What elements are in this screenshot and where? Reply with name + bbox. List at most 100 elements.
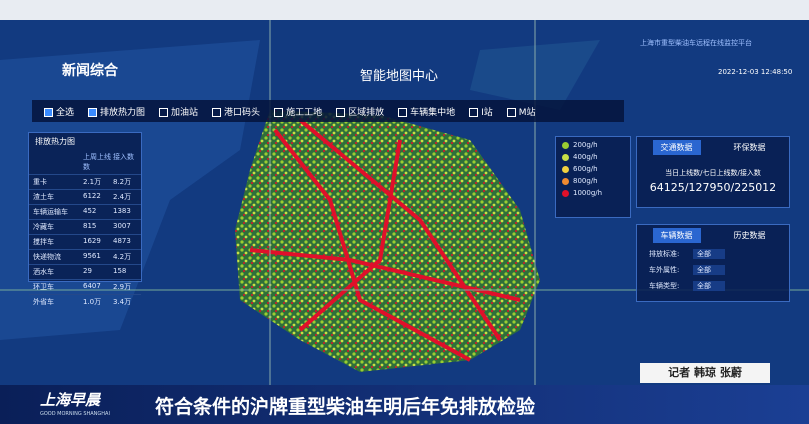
- table-row: 搅拌车 1629 4873: [29, 234, 141, 249]
- table-row: 渣土车 6122 2.4万: [29, 189, 141, 204]
- legend-item: 1000g/h: [556, 187, 630, 199]
- table-cell: 4.2万: [113, 253, 132, 261]
- select-all[interactable]: 全选: [44, 105, 74, 118]
- tabs: 交通数据 环保数据: [637, 137, 789, 158]
- legend-label: 1000g/h: [573, 189, 603, 197]
- filter-row: 车外属性: 全部: [637, 262, 789, 278]
- traffic-panel: 交通数据 环保数据当日上线数/七日上线数/接入数 64125/127950/2250…: [636, 136, 790, 208]
- filter-label: 车外属性:: [649, 266, 680, 274]
- table-cell: 快递物流: [33, 253, 61, 261]
- caption: 当日上线数/七日上线数/接入数: [665, 169, 761, 177]
- tab[interactable]: 车辆数据: [652, 228, 701, 243]
- checkbox: [274, 107, 284, 117]
- checkbox: [88, 107, 98, 117]
- table-cell: 452: [83, 207, 97, 215]
- table-cell: 2.4万: [113, 193, 132, 201]
- tabs: 车辆数据 历史数据: [637, 225, 789, 246]
- layer-toggle[interactable]: 施工工地: [274, 105, 322, 118]
- checkbox: [212, 107, 222, 117]
- heat-panel: 排放热力图 上周上线数 接入数 重卡 2.1万 8.2万 渣土车 6122 2.4万 车辆运输车…: [28, 132, 142, 306]
- table-header: 上周上线数 接入数: [29, 150, 141, 174]
- table-cell: 2.1万: [83, 178, 102, 186]
- table-cell: 1629: [83, 237, 101, 245]
- filter-select[interactable]: 全部: [693, 265, 725, 275]
- table-cell: 2.9万: [113, 283, 132, 291]
- layer-label: 区域排放: [348, 107, 385, 118]
- table-cell: 9561: [83, 252, 101, 260]
- metric: 64125/127950/225012: [649, 181, 777, 194]
- table-row: 重卡 2.1万 8.2万: [29, 174, 141, 189]
- table-cell: 车辆运输车: [33, 208, 68, 216]
- layer-label: 加油站: [171, 107, 199, 118]
- channel-logo: 新闻综合: [62, 63, 118, 79]
- tab[interactable]: 历史数据: [733, 231, 766, 240]
- legend-swatch: [562, 177, 569, 185]
- table-row: 车辆运输车 452 1383: [29, 204, 141, 219]
- table-row: 环卫车 6407 2.9万: [29, 279, 141, 294]
- legend-label: 600g/h: [573, 165, 598, 173]
- layer-toggle[interactable]: 排放热力图: [88, 105, 145, 118]
- legend-item: 200g/h: [556, 139, 630, 151]
- table-cell: 冷藏车: [33, 223, 54, 231]
- checkbox: [336, 107, 346, 117]
- table-cell: 3.4万: [113, 298, 132, 306]
- layer-label: I站: [481, 107, 493, 118]
- table-cell: 1383: [113, 207, 131, 215]
- layer-toggle[interactable]: 区域排放: [336, 105, 384, 118]
- layer-toggle[interactable]: 加油站: [159, 105, 198, 118]
- checkbox: [398, 107, 408, 117]
- table-row: 外省车 1.0万 3.4万: [29, 294, 141, 309]
- table-row: 快递物流 9561 4.2万: [29, 249, 141, 264]
- legend-label: 200g/h: [573, 141, 598, 149]
- legend-swatch: [562, 189, 569, 197]
- legend-item: 800g/h: [556, 175, 630, 187]
- layer-toggle[interactable]: 车辆集中地: [398, 105, 455, 118]
- table-cell: 815: [83, 222, 97, 230]
- panel-title: 排放热力图: [35, 137, 75, 146]
- layer-label: 车辆集中地: [410, 107, 456, 118]
- layer-toggle[interactable]: 港口码头: [212, 105, 260, 118]
- platform-title: 上海市重型柴油车远程在线监控平台: [640, 39, 752, 47]
- checkbox: [469, 107, 479, 117]
- legend-label: 800g/h: [573, 177, 598, 185]
- legend: 200g/h 400g/h 600g/h 800g/h 1000g/h: [555, 136, 631, 218]
- table-cell: 158: [113, 267, 127, 275]
- legend-swatch: [562, 165, 569, 173]
- layer-toggle[interactable]: I站: [469, 105, 493, 118]
- legend-swatch: [562, 153, 569, 161]
- layer-toggle[interactable]: M站: [506, 105, 536, 118]
- show-logo: 上海早晨: [40, 391, 101, 409]
- table-cell: 29: [83, 267, 92, 275]
- filter-select[interactable]: 全部: [693, 281, 725, 291]
- table-cell: 8.2万: [113, 178, 132, 186]
- filter-label: 排放标准:: [649, 250, 680, 258]
- legend-label: 400g/h: [573, 153, 598, 161]
- filter-label: 车辆类型:: [649, 282, 680, 290]
- table-cell: 3007: [113, 222, 131, 230]
- tab[interactable]: 环保数据: [733, 143, 766, 152]
- legend-item: 400g/h: [556, 151, 630, 163]
- page-title: 智能地图中心: [360, 69, 439, 84]
- layer-label: 施工工地: [286, 107, 323, 118]
- table-cell: 6122: [83, 192, 101, 200]
- table-cell: 外省车: [33, 298, 54, 306]
- legend-item: 600g/h: [556, 163, 630, 175]
- checkbox: [506, 107, 516, 117]
- reporter: 记者 韩琼 张蔚: [640, 363, 770, 383]
- lower-third: 上海早晨 GOOD MORNING SHANGHAI 符合条件的沪牌重型柴油车明…: [0, 385, 809, 424]
- table-cell: 1.0万: [83, 298, 102, 306]
- filter-row: 排放标准: 全部: [637, 246, 789, 262]
- tab[interactable]: 交通数据: [652, 140, 701, 155]
- legend-swatch: [562, 141, 569, 149]
- vehicle-panel: 车辆数据 历史数据 排放标准: 全部 车外属性: 全部 车辆类型: 全部: [636, 224, 790, 302]
- filter-select[interactable]: 全部: [693, 249, 725, 259]
- toolbar: 全选 排放热力图 加油站 港口码头 施工工地 区域排放 车辆集中地 I站 M站: [32, 100, 624, 122]
- header-cell: 接入数: [113, 153, 134, 161]
- table-cell: 环卫车: [33, 283, 54, 291]
- table-row: 洒水车 29 158: [29, 264, 141, 279]
- table-row: 冷藏车 815 3007: [29, 219, 141, 234]
- table-cell: 搅拌车: [33, 238, 54, 246]
- header-cell: 上周上线数: [83, 153, 111, 171]
- table-cell: 渣土车: [33, 193, 54, 201]
